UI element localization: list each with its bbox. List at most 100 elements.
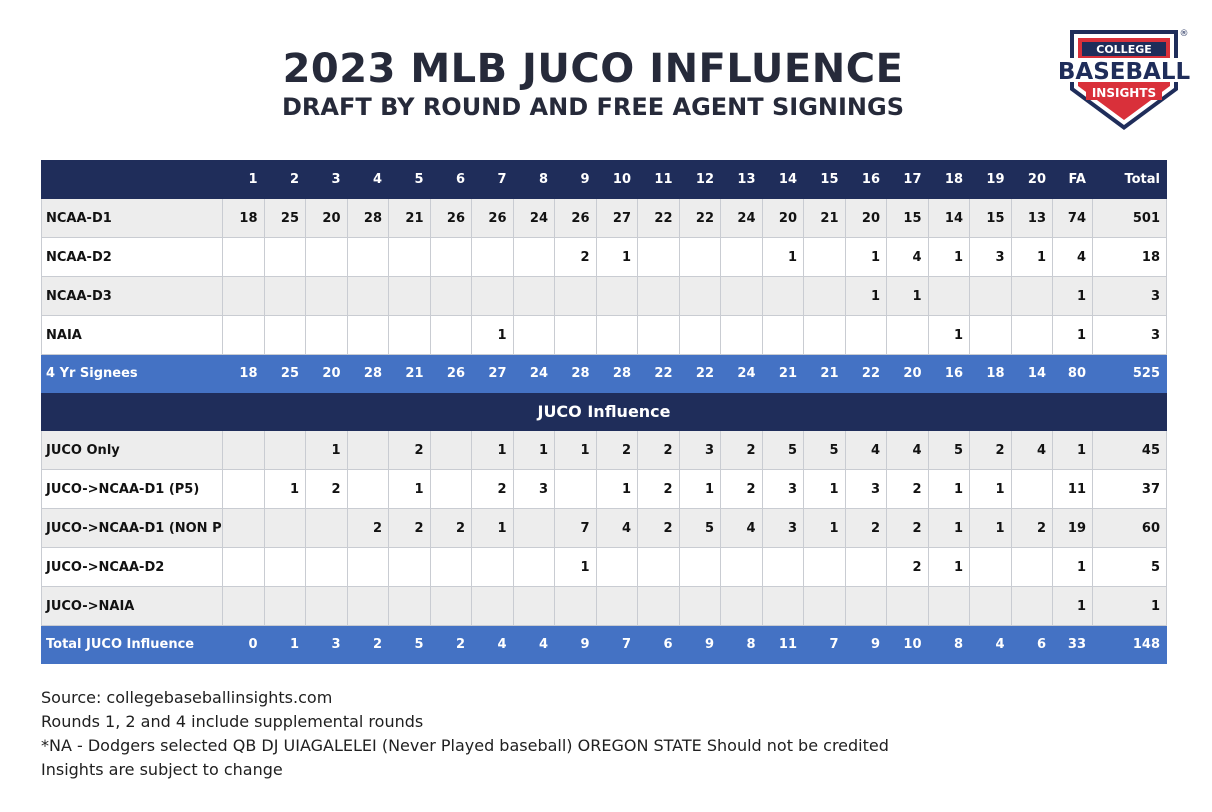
value-cell: 2 — [637, 469, 680, 509]
value-cell — [388, 276, 431, 316]
value-cell — [761, 276, 804, 316]
column-header: 20 — [1010, 160, 1053, 199]
value-cell: 1 — [512, 430, 555, 470]
table-row: JUCO->NCAA-D1 (P5) 1 2 1 2 3 1 2 1 2 3 1 3 2 1 1 11 37 — [41, 469, 1167, 509]
value-cell: 9 — [554, 625, 597, 664]
row-label: NAIA — [41, 315, 223, 355]
value-cell — [803, 237, 846, 277]
value-cell: 4 — [886, 237, 929, 277]
value-cell — [761, 586, 804, 626]
value-cell: 24 — [720, 354, 763, 393]
value-cell: 25 — [263, 198, 306, 238]
value-cell: 3 — [761, 508, 804, 548]
table-row: JUCO->NCAA-D1 (NON P5) 2 2 2 1 7 4 2 5 4 3 1 2 2 1 1 2 19… — [41, 508, 1167, 548]
column-header: 1 — [222, 160, 265, 199]
total-cell: 3 — [1092, 276, 1167, 316]
value-cell — [595, 315, 638, 355]
value-cell — [263, 508, 306, 548]
value-cell: 1 — [471, 315, 514, 355]
value-cell: 4 — [886, 430, 929, 470]
value-cell: 8 — [927, 625, 970, 664]
na-note: *NA - Dodgers selected QB DJ UIAGALELEI … — [41, 736, 889, 755]
value-cell — [844, 547, 887, 587]
value-cell: 0 — [222, 625, 265, 664]
value-cell — [388, 237, 431, 277]
value-cell: 2 — [305, 469, 348, 509]
value-cell — [305, 547, 348, 587]
value-cell: 1 — [927, 508, 970, 548]
value-cell: 22 — [844, 354, 887, 393]
value-cell: 2 — [637, 508, 680, 548]
column-header: 9 — [554, 160, 597, 199]
column-header: 12 — [678, 160, 721, 199]
value-cell — [388, 315, 431, 355]
value-cell — [595, 586, 638, 626]
table-body: NCAA-D1 18 25 20 28 21 26 26 24 26 27 22 22 24 20 21 20 1… — [41, 198, 1167, 664]
value-cell: 2 — [886, 547, 929, 587]
column-header: 5 — [388, 160, 431, 199]
value-cell — [222, 276, 265, 316]
value-cell — [803, 315, 846, 355]
value-cell — [595, 547, 638, 587]
value-cell — [222, 237, 265, 277]
value-cell: 5 — [388, 625, 431, 664]
row-label: JUCO Only — [41, 430, 223, 470]
value-cell — [969, 547, 1012, 587]
value-cell — [678, 315, 721, 355]
value-cell — [263, 315, 306, 355]
summary-row: 4 Yr Signees 18 25 20 28 21 26 27 24 28 28 22 22 24 21… — [41, 354, 1167, 393]
value-cell: 20 — [305, 198, 348, 238]
column-header: 15 — [803, 160, 846, 199]
value-cell: 2 — [429, 508, 472, 548]
column-header: 2 — [263, 160, 306, 199]
value-cell: 26 — [471, 198, 514, 238]
value-cell: 20 — [844, 198, 887, 238]
total-cell: 45 — [1092, 430, 1167, 470]
svg-text:BASEBALL: BASEBALL — [1060, 59, 1190, 85]
value-cell: 3 — [969, 237, 1012, 277]
value-cell — [512, 276, 555, 316]
draft-table: 1 2 3 4 5 6 7 8 9 10 11 12 13 14 15 16 1… — [41, 160, 1167, 664]
column-header: FA — [1052, 160, 1093, 199]
table-row: JUCO Only 1 2 1 1 1 2 2 3 2 5 5 4 4 5 2 4 1 45 — [41, 430, 1167, 470]
column-header: 3 — [305, 160, 348, 199]
value-cell: 80 — [1052, 354, 1093, 393]
value-cell — [263, 430, 306, 470]
row-label: NCAA-D2 — [41, 237, 223, 277]
row-label: JUCO->NCAA-D2 — [41, 547, 223, 587]
table-row: NCAA-D2 2 1 1 1 4 1 3 1 4 18 — [41, 237, 1167, 277]
value-cell — [803, 276, 846, 316]
column-header: 13 — [720, 160, 763, 199]
title-block: 2023 MLB JUCO INFLUENCE DRAFT BY ROUND A… — [0, 46, 1186, 122]
value-cell: 4 — [595, 508, 638, 548]
value-cell: 2 — [346, 508, 389, 548]
value-cell: 1 — [1052, 586, 1093, 626]
value-cell — [263, 276, 306, 316]
total-cell: 1 — [1092, 586, 1167, 626]
value-cell: 2 — [637, 430, 680, 470]
rounds-note: Rounds 1, 2 and 4 include supplemental r… — [41, 712, 424, 731]
value-cell: 2 — [720, 430, 763, 470]
value-cell: 1 — [1052, 315, 1093, 355]
value-cell — [429, 315, 472, 355]
column-header: 4 — [346, 160, 389, 199]
total-cell: 3 — [1092, 315, 1167, 355]
table-row: JUCO->NCAA-D2 1 2 1 1 5 — [41, 547, 1167, 587]
value-cell — [346, 276, 389, 316]
value-cell: 33 — [1052, 625, 1093, 664]
value-cell: 1 — [1052, 547, 1093, 587]
section-header-row: JUCO Influence — [41, 392, 1167, 431]
value-cell: 7 — [803, 625, 846, 664]
value-cell: 3 — [761, 469, 804, 509]
header-label-cell — [41, 160, 223, 199]
value-cell: 1 — [595, 469, 638, 509]
svg-text:®: ® — [1180, 29, 1189, 39]
value-cell: 1 — [803, 508, 846, 548]
total-cell: 37 — [1092, 469, 1167, 509]
value-cell: 1 — [844, 237, 887, 277]
value-cell — [637, 547, 680, 587]
value-cell: 4 — [1010, 430, 1053, 470]
value-cell — [844, 315, 887, 355]
value-cell — [222, 469, 265, 509]
disclaimer-note: Insights are subject to change — [41, 760, 283, 779]
